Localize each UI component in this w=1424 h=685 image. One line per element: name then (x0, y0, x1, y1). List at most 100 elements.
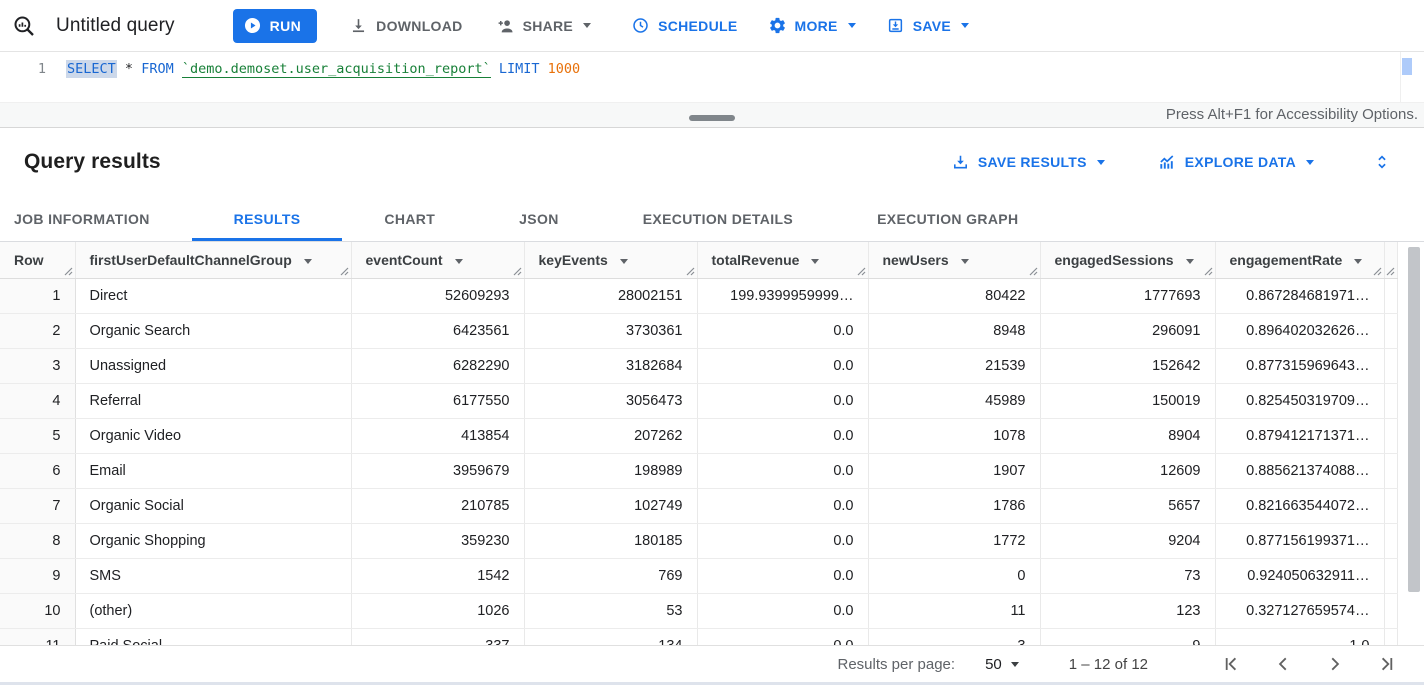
expand-collapse-results-button[interactable] (1372, 152, 1392, 172)
data-cell: 3056473 (524, 383, 697, 418)
clock-icon (631, 16, 650, 35)
play-circle-icon (243, 16, 262, 35)
column-resize-grip-icon[interactable] (339, 266, 349, 276)
tab-results[interactable]: RESULTS (192, 196, 343, 241)
data-cell: 45989 (868, 383, 1040, 418)
accessibility-hint: Press Alt+F1 for Accessibility Options. (1166, 106, 1418, 123)
run-button[interactable]: RUN (233, 9, 318, 43)
more-button[interactable]: MORE (768, 16, 856, 35)
data-cell: 150019 (1040, 383, 1215, 418)
column-header-keyevents[interactable]: keyEvents (524, 242, 697, 278)
save-icon (886, 16, 905, 35)
column-resize-grip-icon[interactable] (1385, 266, 1395, 276)
column-header-engagedsessions[interactable]: engagedSessions (1040, 242, 1215, 278)
data-cell: 6423561 (351, 313, 524, 348)
sql-editor[interactable]: 1 SELECT * FROM `demo.demoset.user_acqui… (0, 52, 1424, 102)
row-number-cell: 11 (0, 628, 75, 645)
sql-table-reference-link[interactable]: `demo.demoset.user_acquisition_report` (182, 61, 491, 78)
column-resize-grip-icon[interactable] (512, 266, 522, 276)
data-cell: 8904 (1040, 418, 1215, 453)
column-resize-grip-icon[interactable] (856, 266, 866, 276)
bigquery-query-page: Untitled query RUN DOWNLOAD SHARE (0, 0, 1424, 685)
column-header-eventcount[interactable]: eventCount (351, 242, 524, 278)
save-results-icon (951, 153, 970, 172)
save-results-label: SAVE RESULTS (978, 154, 1087, 170)
tab-json[interactable]: JSON (477, 196, 601, 241)
download-icon (349, 16, 368, 35)
row-number-cell: 2 (0, 313, 75, 348)
column-resize-grip-icon[interactable] (1203, 266, 1213, 276)
results-table-viewport: Row firstUserDefaultChannelGroupeventCoun… (0, 242, 1424, 645)
data-cell: 0.0 (697, 383, 868, 418)
table-scrollbar-thumb[interactable] (1408, 247, 1420, 592)
download-button[interactable]: DOWNLOAD (349, 16, 462, 35)
tab-execution-graph[interactable]: EXECUTION GRAPH (835, 196, 1060, 241)
tab-chart[interactable]: CHART (342, 196, 477, 241)
chevron-down-icon (1011, 662, 1019, 667)
editor-scrollbar-thumb[interactable] (1402, 58, 1412, 75)
data-cell: (other) (75, 593, 351, 628)
overflow-cell (1384, 628, 1397, 645)
data-cell: 0.0 (697, 558, 868, 593)
column-header-newusers[interactable]: newUsers (868, 242, 1040, 278)
column-header-overflow (1384, 242, 1397, 278)
column-resize-grip-icon[interactable] (685, 266, 695, 276)
data-cell: 102749 (524, 488, 697, 523)
data-cell: 53 (524, 593, 697, 628)
data-cell: Unassigned (75, 348, 351, 383)
sql-code-line[interactable]: SELECT * FROM `demo.demoset.user_acquisi… (66, 59, 580, 79)
data-cell: 0.0 (697, 418, 868, 453)
data-cell: 52609293 (351, 278, 524, 313)
data-cell: 337 (351, 628, 524, 645)
overflow-cell (1384, 313, 1397, 348)
splitter-drag-handle[interactable] (689, 115, 735, 121)
data-cell: 1777693 (1040, 278, 1215, 313)
page-size-select[interactable]: 50 (985, 656, 1019, 673)
data-cell: 413854 (351, 418, 524, 453)
data-cell: 0.0 (697, 523, 868, 558)
sql-keyword-select: SELECT (66, 60, 117, 78)
column-resize-grip-icon[interactable] (63, 266, 73, 276)
data-cell: 28002151 (524, 278, 697, 313)
schedule-button[interactable]: SCHEDULE (631, 16, 737, 35)
column-header-label: Row (14, 252, 44, 268)
share-button[interactable]: SHARE (495, 16, 592, 36)
table-row: 2Organic Search642356137303610.089482960… (0, 313, 1397, 348)
data-cell: 0.877315969643… (1215, 348, 1384, 383)
previous-page-button[interactable] (1272, 653, 1294, 675)
column-header-label: engagedSessions (1055, 252, 1174, 268)
table-row: 9SMS15427690.00730.924050632911… (0, 558, 1397, 593)
column-header-firstuserdefaultchannelgroup[interactable]: firstUserDefaultChannelGroup (75, 242, 351, 278)
column-resize-grip-icon[interactable] (1372, 266, 1382, 276)
data-cell: 0.825450319709… (1215, 383, 1384, 418)
save-button[interactable]: SAVE (886, 16, 969, 35)
explore-data-label: EXPLORE DATA (1185, 154, 1296, 170)
data-cell: 198989 (524, 453, 697, 488)
chevron-right-icon (1324, 653, 1346, 675)
save-label: SAVE (913, 18, 951, 34)
table-row: 5Organic Video4138542072620.0107889040.8… (0, 418, 1397, 453)
last-page-button[interactable] (1376, 653, 1398, 675)
tab-job-information[interactable]: JOB INFORMATION (0, 196, 192, 241)
run-label: RUN (270, 18, 302, 34)
column-header-engagementrate[interactable]: engagementRate (1215, 242, 1384, 278)
row-number-cell: 5 (0, 418, 75, 453)
save-results-button[interactable]: SAVE RESULTS (951, 153, 1105, 172)
chevron-left-icon (1272, 653, 1294, 675)
tab-execution-details[interactable]: EXECUTION DETAILS (601, 196, 835, 241)
column-header-totalrevenue[interactable]: totalRevenue (697, 242, 868, 278)
next-page-button[interactable] (1324, 653, 1346, 675)
data-cell: 0.0 (697, 453, 868, 488)
unfold-chevrons-icon (1372, 152, 1392, 172)
row-number-cell: 6 (0, 453, 75, 488)
first-page-button[interactable] (1220, 653, 1242, 675)
chevron-down-icon (1097, 160, 1105, 165)
data-cell: Email (75, 453, 351, 488)
explore-data-button[interactable]: EXPLORE DATA (1157, 152, 1314, 172)
data-cell: 0.0 (697, 628, 868, 645)
row-number-cell: 9 (0, 558, 75, 593)
column-resize-grip-icon[interactable] (1028, 266, 1038, 276)
row-number-cell: 10 (0, 593, 75, 628)
overflow-cell (1384, 383, 1397, 418)
data-cell: 0.0 (697, 313, 868, 348)
